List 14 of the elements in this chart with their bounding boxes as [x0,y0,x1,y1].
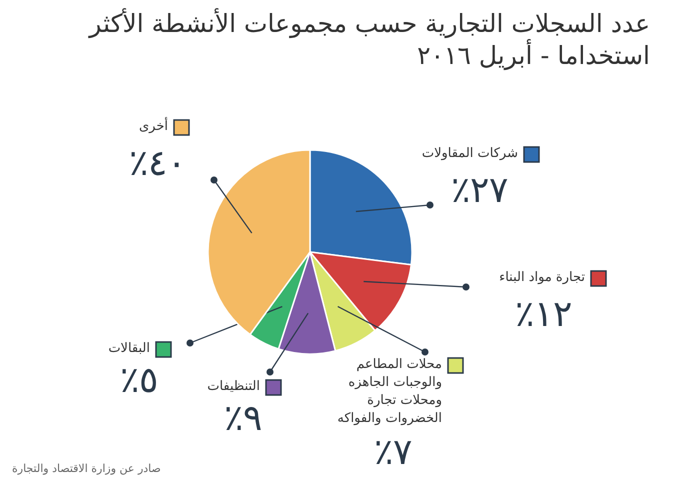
data-label: ٧٪ [374,432,412,474]
data-label: ٢٧٪ [451,170,508,212]
legend-label: التنظيفات [207,379,260,394]
legend-label: تجارة مواد البناء [498,269,585,287]
text: صادر عن وزارة الاقتصاد والتجارة [12,462,161,475]
data-label: ١٢٪ [515,294,572,336]
data-label: ٥٪ [120,360,158,402]
chart-title: عدد السجلات التجارية حسب مجموعات الأنشطة الأكثر استخداما - أبريل ٢٠١٦ [87,8,650,72]
legend-label: البقالات [107,340,150,358]
legend-label: شركات المقاولات [420,145,518,163]
data-label: ٩٪ [224,398,262,440]
legend-label: محلات المطاعم والوجبات الجاهزه ومحلات تجارة الخضروات والفواكه [336,356,442,428]
data-label: ٤٠٪ [129,143,186,185]
legend-label: أخرى [138,118,168,136]
